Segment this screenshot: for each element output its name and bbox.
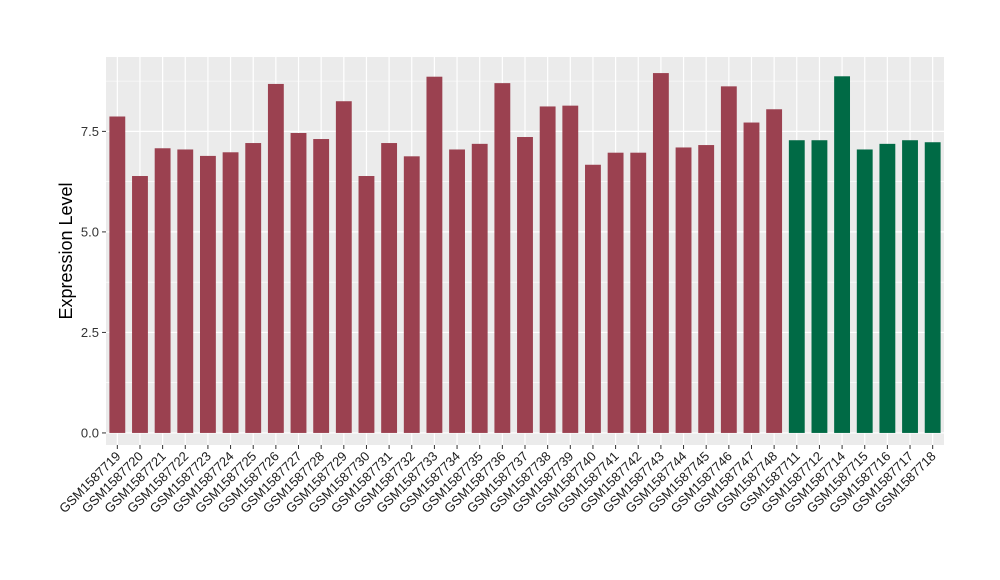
bar-GSM1587742 xyxy=(630,152,647,433)
bar-GSM1587719 xyxy=(109,116,126,433)
bar-GSM1587717 xyxy=(902,140,918,433)
bar-GSM1587720 xyxy=(132,176,148,433)
bar-GSM1587711 xyxy=(788,140,805,433)
bar-GSM1587748 xyxy=(766,109,783,433)
bar-layer xyxy=(109,73,941,433)
bar-GSM1587727 xyxy=(290,132,307,433)
bar-GSM1587731 xyxy=(381,143,398,433)
bar-GSM1587745 xyxy=(698,145,715,433)
bar-GSM1587743 xyxy=(652,73,669,433)
bar-GSM1587741 xyxy=(607,152,624,433)
y-axis: 0.0 2.5 5.0 7.5 xyxy=(81,124,106,440)
y-axis-title: Expression Level xyxy=(56,182,76,319)
y-tick-label: 0.0 xyxy=(81,425,99,440)
bar-GSM1587718 xyxy=(924,142,941,433)
bar-GSM1587729 xyxy=(335,101,352,433)
bar-GSM1587733 xyxy=(426,76,443,433)
bar-GSM1587724 xyxy=(222,152,239,433)
bar-GSM1587722 xyxy=(177,149,194,433)
bar-GSM1587715 xyxy=(856,149,873,433)
bar-GSM1587734 xyxy=(449,149,465,433)
bar-GSM1587738 xyxy=(539,106,556,433)
bar-GSM1587737 xyxy=(517,137,533,433)
bar-GSM1587746 xyxy=(720,86,737,433)
y-tick-label: 7.5 xyxy=(81,124,99,139)
bar-GSM1587726 xyxy=(267,83,284,433)
bar-GSM1587730 xyxy=(358,176,375,433)
y-tick-label: 2.5 xyxy=(81,325,99,340)
bar-GSM1587714 xyxy=(834,76,851,433)
bar-GSM1587740 xyxy=(585,164,601,433)
bar-GSM1587723 xyxy=(199,155,216,433)
bar-GSM1587735 xyxy=(471,143,488,433)
bar-GSM1587736 xyxy=(494,83,511,433)
bar-GSM1587739 xyxy=(562,105,579,433)
bar-GSM1587732 xyxy=(403,156,420,433)
bar-GSM1587747 xyxy=(743,122,760,433)
bar-GSM1587716 xyxy=(879,143,896,433)
bar-GSM1587712 xyxy=(811,140,828,433)
y-tick-label: 5.0 xyxy=(81,224,99,239)
bar-GSM1587744 xyxy=(675,147,692,433)
x-axis: GSM1587719GSM1587720GSM1587721GSM1587722… xyxy=(56,445,939,516)
bar-GSM1587721 xyxy=(154,148,171,433)
bar-GSM1587725 xyxy=(245,143,262,433)
bar-GSM1587728 xyxy=(313,139,330,433)
